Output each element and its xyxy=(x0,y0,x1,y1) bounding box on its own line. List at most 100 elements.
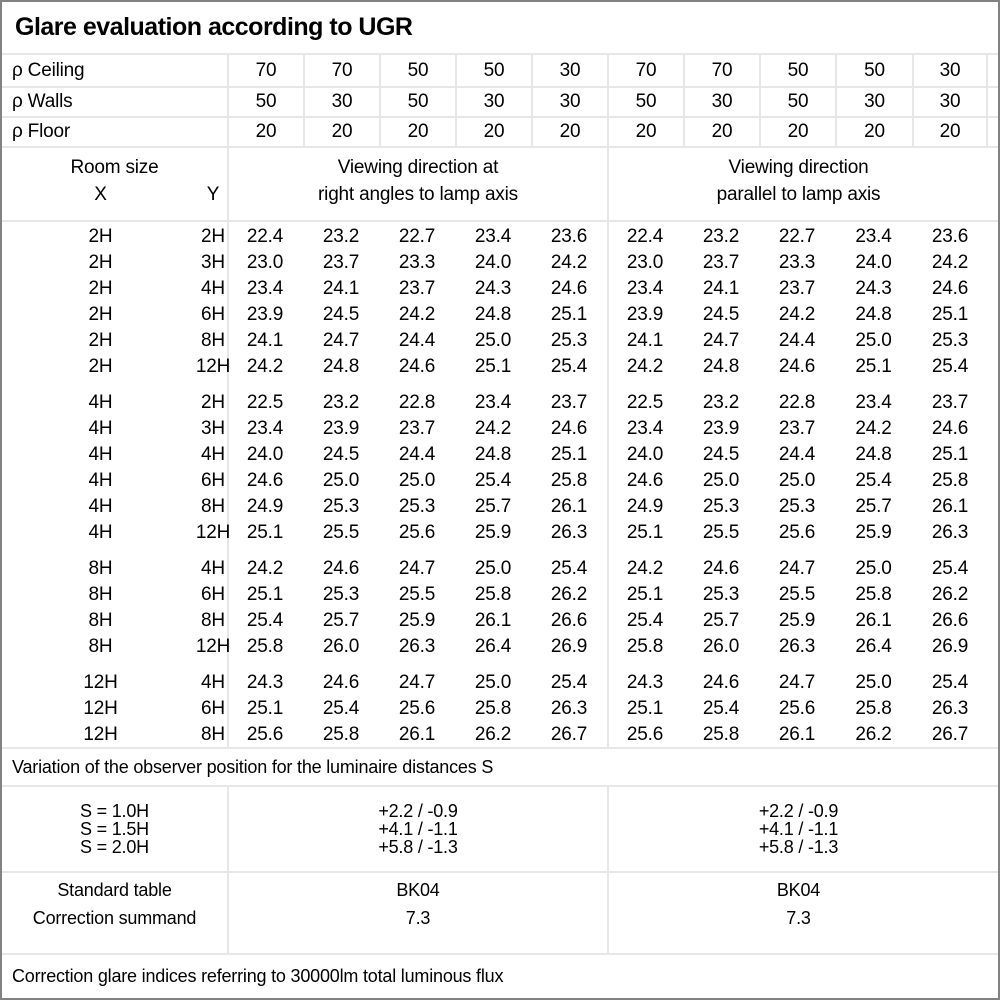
room-size-y-cell: 2H xyxy=(201,392,225,413)
ugr-value-cell: 25.9 xyxy=(474,522,512,543)
room-size-y-cell: 8H xyxy=(201,610,225,631)
s-value-right-angles-2: +4.1 / -1.1 xyxy=(378,819,458,839)
ugr-value-cell: 25.6 xyxy=(398,522,436,543)
page-title: Glare evaluation according to UGR xyxy=(15,13,413,41)
reflectance-label-ceiling: ρ Ceiling xyxy=(12,59,85,81)
ugr-value-cell: 23.6 xyxy=(931,226,969,247)
ugr-value-cell: 23.4 xyxy=(474,392,512,413)
table-row: 2H 6H 23.9 24.5 24.2 24.8 25.1 23.9 24.5 24.2 24.8… xyxy=(2,302,998,328)
ugr-value-cell: 24.2 xyxy=(855,418,892,439)
ugr-value-cell: 25.8 xyxy=(702,724,740,745)
s-value-right-angles-3: +5.8 / -1.3 xyxy=(378,837,458,857)
reflectance-value-cell: 70 xyxy=(683,55,759,86)
table-row: 2H 4H 23.4 24.1 23.7 24.3 24.6 23.4 24.1 23.7 24.3… xyxy=(2,276,998,302)
ugr-value-cell: 25.8 xyxy=(931,470,969,491)
ugr-value-cell: 26.3 xyxy=(778,636,816,657)
ugr-value-cell: 25.4 xyxy=(550,558,588,579)
ugr-value-cell: 24.6 xyxy=(322,558,360,579)
room-size-y-cell: 8H xyxy=(201,496,225,517)
group-header-right-angles: Viewing direction at right angles to lam… xyxy=(227,148,607,220)
ugr-value-cell: 25.6 xyxy=(246,724,284,745)
ugr-value-cell: 24.8 xyxy=(855,304,892,325)
ugr-value-cell: 25.1 xyxy=(246,698,284,719)
room-size-y-cell: 3H xyxy=(201,252,225,273)
ugr-value-cell: 25.8 xyxy=(855,584,892,605)
group-header-parallel-line2: parallel to lamp axis xyxy=(716,184,881,205)
ugr-value-cell: 25.4 xyxy=(702,698,740,719)
reflectance-value-cell: 30 xyxy=(455,88,531,116)
s-value-parallel-1: +2.2 / -0.9 xyxy=(758,801,839,821)
reflectance-value-cell: 50 xyxy=(835,55,912,86)
ugr-value-cell: 25.0 xyxy=(474,558,512,579)
ugr-value-cell: 24.2 xyxy=(778,304,816,325)
ugr-value-cell: 22.7 xyxy=(778,226,816,247)
table-row: 12H 4H 24.3 24.6 24.7 25.0 25.4 24.3 24.6 24.7 25.… xyxy=(2,670,998,696)
room-size-y-cell: 12H xyxy=(195,522,231,543)
report-title-row: Glare evaluation according to UGR xyxy=(2,2,998,55)
standard-table-value-parallel: BK04 xyxy=(776,880,821,900)
reflectance-value-cell: 30 xyxy=(531,88,607,116)
group-header-parallel: Viewing direction parallel to lamp axis xyxy=(607,148,988,220)
ugr-value-cell: 26.6 xyxy=(550,610,588,631)
ugr-value-cell: 24.7 xyxy=(702,330,740,351)
room-size-x-cell: 12H xyxy=(83,698,118,719)
ugr-value-cell: 26.0 xyxy=(702,636,740,657)
table-row: 8H 8H 25.4 25.7 25.9 26.1 26.6 25.4 25.7 25.9 26.1… xyxy=(2,608,998,634)
column-divider-right xyxy=(607,222,609,747)
room-size-y-cell: 4H xyxy=(201,278,225,299)
ugr-value-cell: 25.6 xyxy=(778,522,816,543)
ugr-value-cell: 24.5 xyxy=(322,444,360,465)
ugr-value-cell: 24.2 xyxy=(398,304,436,325)
ugr-value-cell: 25.7 xyxy=(702,610,740,631)
ugr-value-cell: 23.7 xyxy=(778,278,816,299)
ugr-value-cell: 25.5 xyxy=(322,522,360,543)
ugr-value-cell: 23.4 xyxy=(246,418,284,439)
ugr-value-cell: 26.1 xyxy=(550,496,588,517)
ugr-value-cell: 25.9 xyxy=(855,522,892,543)
ugr-value-cell: 25.6 xyxy=(398,698,436,719)
reflectance-value-cell: 70 xyxy=(303,55,379,86)
ugr-value-cell: 24.8 xyxy=(322,356,360,377)
summary-parallel: BK04 7.3 xyxy=(607,873,988,953)
ugr-value-cell: 23.2 xyxy=(702,392,740,413)
reflectance-value-cell: 20 xyxy=(683,118,759,146)
ugr-value-cell: 24.7 xyxy=(398,558,436,579)
ugr-value-cell: 23.7 xyxy=(931,392,969,413)
ugr-value-cell: 25.0 xyxy=(702,470,740,491)
ugr-value-cell: 24.0 xyxy=(474,252,512,273)
ugr-value-cell: 23.0 xyxy=(246,252,284,273)
ugr-value-cell: 24.2 xyxy=(550,252,588,273)
group-header-right-angles-line1: Viewing direction at xyxy=(337,157,499,178)
ugr-value-cell: 26.7 xyxy=(931,724,969,745)
room-size-x-cell: 12H xyxy=(83,672,118,693)
ugr-value-cell: 25.7 xyxy=(855,496,892,517)
ugr-value-cell: 24.6 xyxy=(550,418,588,439)
reflectance-value-cell: 20 xyxy=(303,118,379,146)
room-size-y-cell: 4H xyxy=(201,444,225,465)
standard-table-label: Standard table xyxy=(57,880,172,900)
ugr-value-cell: 23.7 xyxy=(398,418,436,439)
table-row: 4H 12H 25.1 25.5 25.6 25.9 26.3 25.1 25.5 25.6 25.… xyxy=(2,520,998,546)
ugr-value-cell: 24.5 xyxy=(702,444,740,465)
ugr-value-cell: 26.9 xyxy=(550,636,588,657)
ugr-value-cell: 26.1 xyxy=(855,610,892,631)
block-gap xyxy=(2,380,998,390)
ugr-value-cell: 25.8 xyxy=(246,636,284,657)
x-column-header: X xyxy=(94,184,107,205)
reflectance-value-cell: 30 xyxy=(912,55,988,86)
ugr-value-cell: 24.2 xyxy=(246,356,284,377)
room-size-x-cell: 4H xyxy=(88,522,113,543)
ugr-value-cell: 25.1 xyxy=(626,698,664,719)
ugr-value-cell: 26.3 xyxy=(550,698,588,719)
ugr-value-cell: 24.6 xyxy=(322,672,360,693)
ugr-value-cell: 26.1 xyxy=(398,724,436,745)
ugr-value-cell: 26.4 xyxy=(855,636,892,657)
ugr-value-cell: 22.4 xyxy=(626,226,664,247)
ugr-value-cell: 25.3 xyxy=(322,496,360,517)
ugr-value-cell: 26.2 xyxy=(550,584,588,605)
room-size-y-cell: 6H xyxy=(201,304,225,325)
ugr-value-cell: 23.4 xyxy=(626,418,664,439)
ugr-value-cell: 24.3 xyxy=(474,278,512,299)
room-size-y-cell: 4H xyxy=(201,672,225,693)
standard-table-value-right-angles: BK04 xyxy=(396,880,440,900)
